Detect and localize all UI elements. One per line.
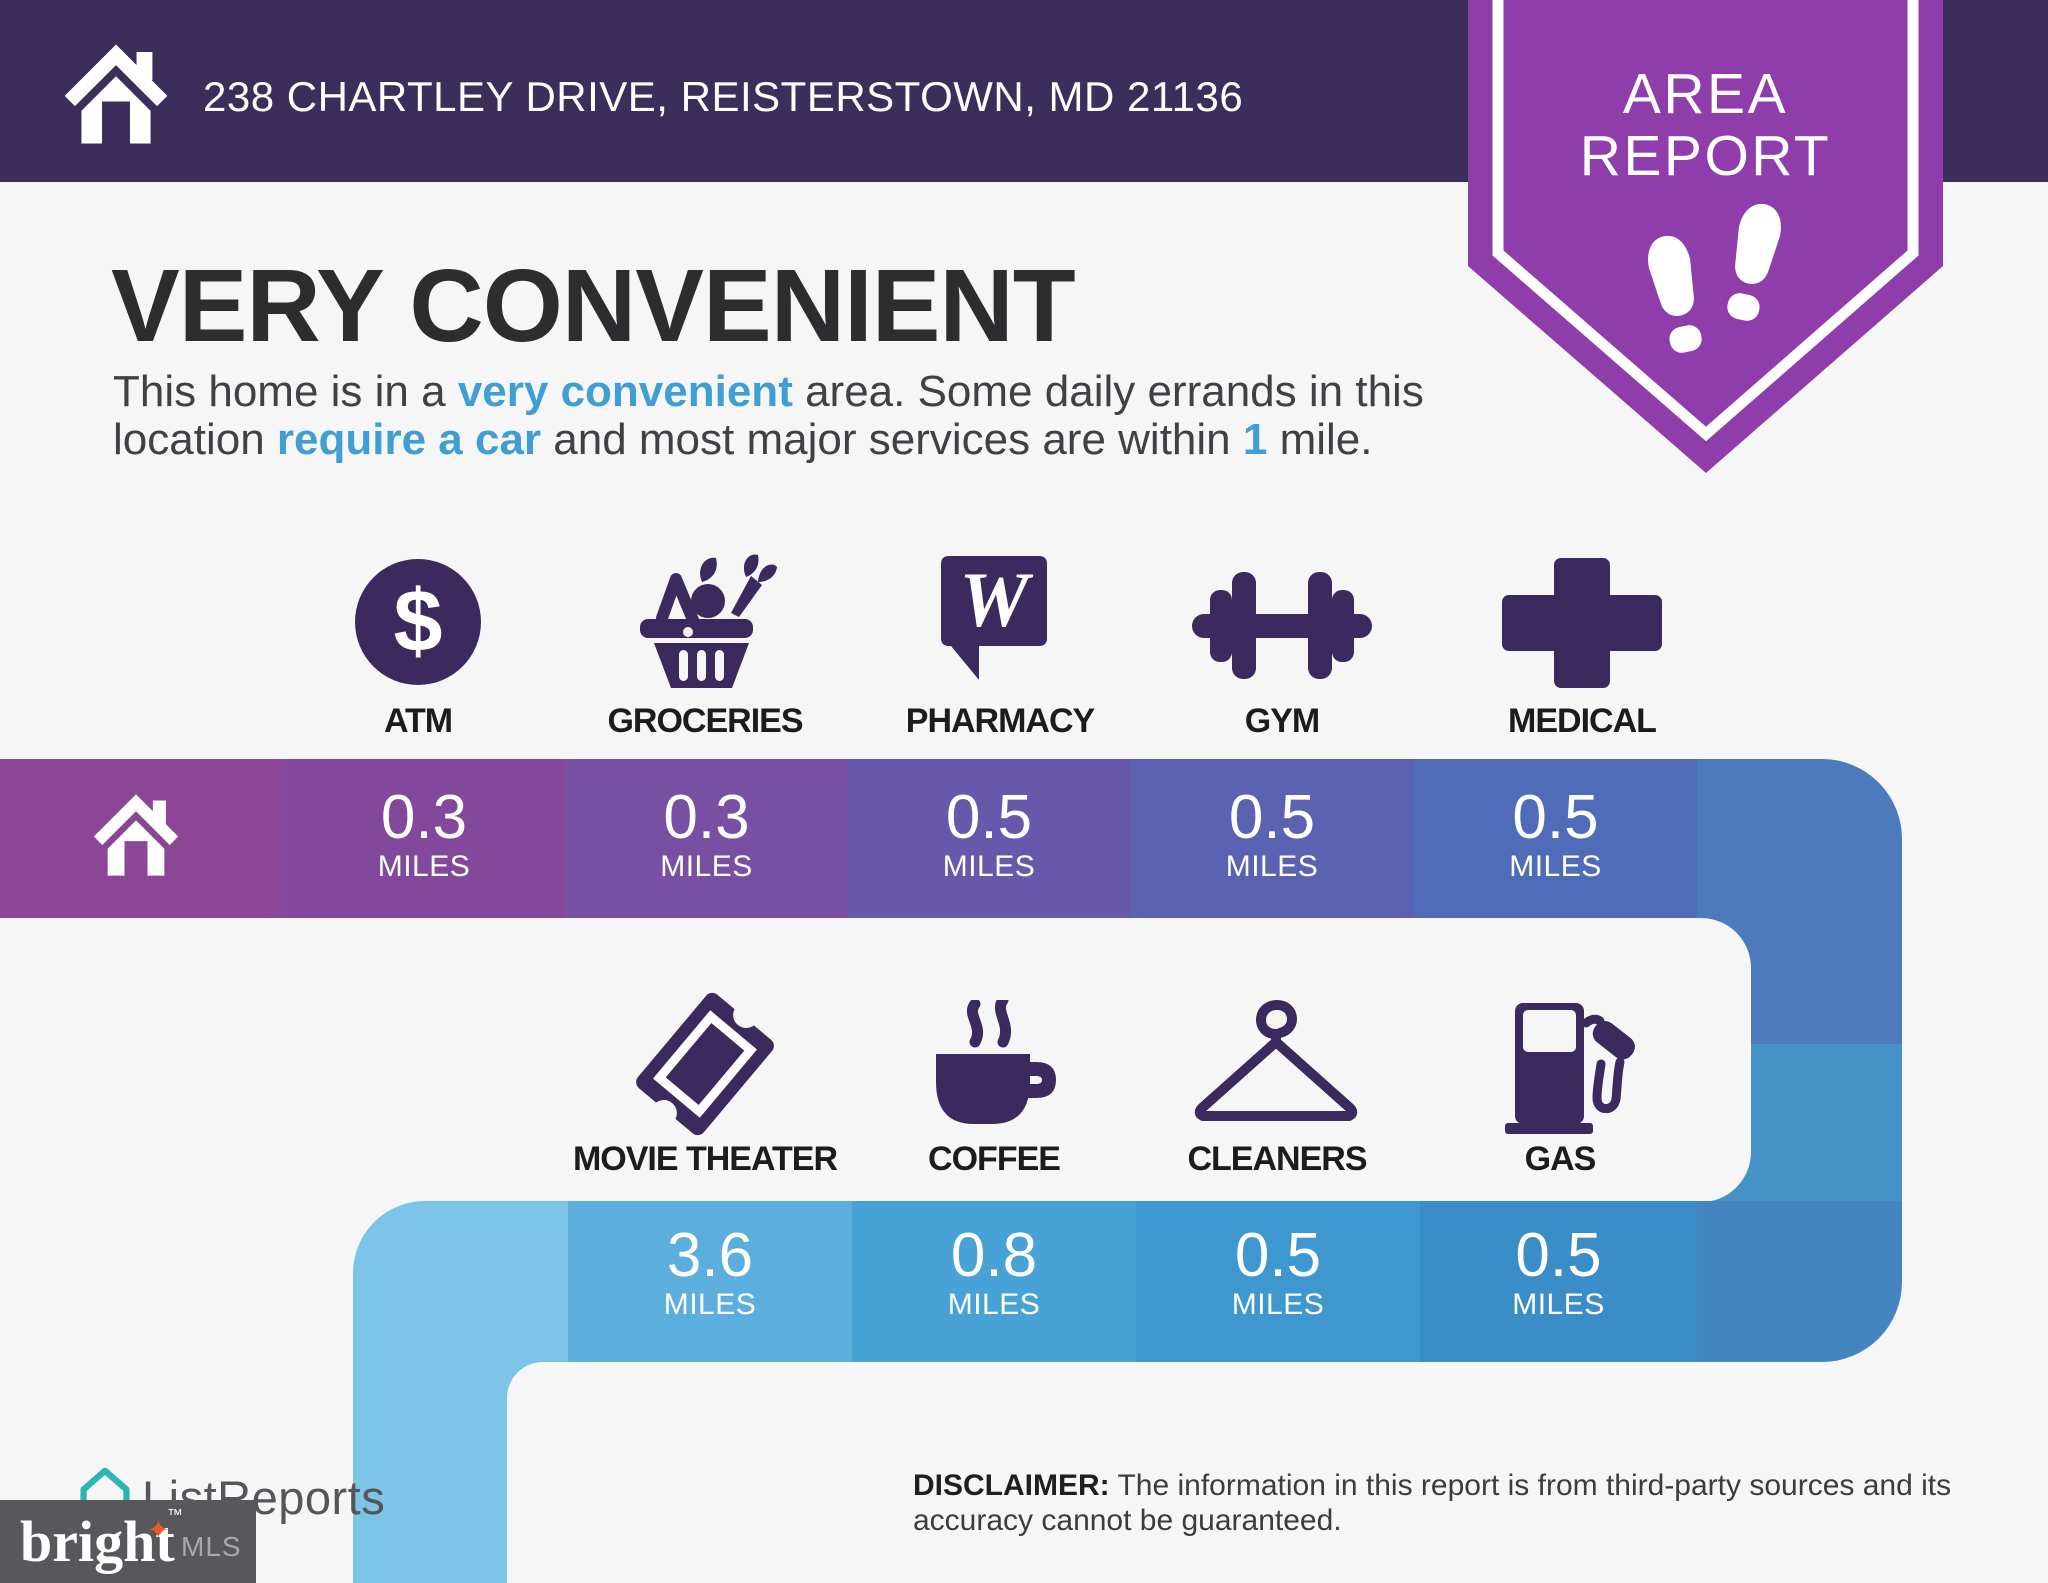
svg-text:W: W (959, 556, 1033, 643)
svg-text:$: $ (394, 571, 443, 670)
